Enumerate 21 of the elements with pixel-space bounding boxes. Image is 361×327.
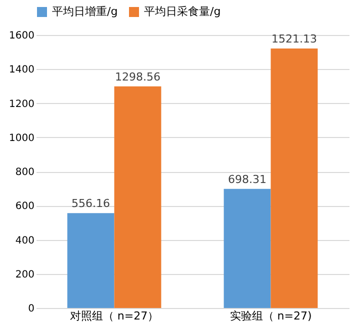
- y-tick-label: 400: [15, 235, 34, 246]
- y-tick-label: 800: [15, 167, 34, 178]
- bar: [67, 213, 114, 308]
- y-tick-label: 200: [15, 269, 34, 280]
- y-tick-label: 0: [28, 304, 34, 314]
- y-tick-label: 1400: [9, 64, 34, 76]
- x-tick-label: 对照组（ n=27）: [70, 310, 159, 322]
- data-label: 1298.56: [114, 70, 160, 84]
- x-tick-label: 实验组（ n=27): [230, 310, 312, 322]
- data-label: 1521.13: [271, 32, 317, 46]
- bar: [224, 188, 271, 308]
- legend-label: 平均日采食量/g: [144, 5, 221, 18]
- y-tick-label: 1200: [9, 98, 34, 110]
- legend-label: 平均日增重/g: [52, 5, 118, 18]
- bar: [270, 48, 318, 308]
- y-tick-label: 1000: [9, 132, 34, 144]
- data-label: 698.31: [228, 172, 267, 186]
- data-label: 556.16: [72, 197, 110, 210]
- bar: [114, 86, 162, 308]
- y-tick-label: 600: [15, 201, 34, 212]
- y-tick-label: 1600: [9, 30, 34, 42]
